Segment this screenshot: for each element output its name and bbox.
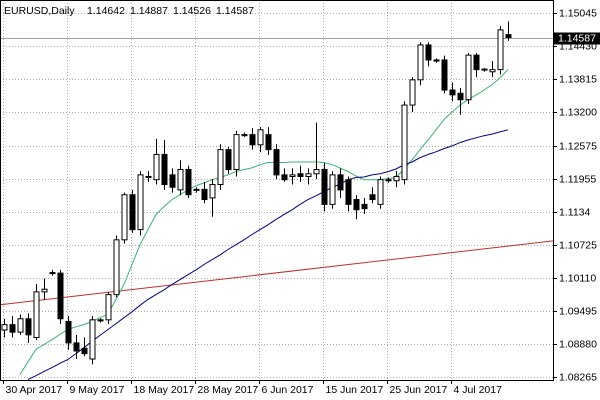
candle-body [265,134,272,151]
candle-body [401,104,408,181]
candle-body [193,188,200,191]
x-tick-label: 25 Jun 2017 [390,384,448,396]
candle-body [257,129,264,146]
header-open: 1.14642 [87,5,125,17]
candle-body [441,59,448,91]
candle-body [321,168,328,205]
candle-body [65,320,72,344]
candle-body [313,168,320,175]
y-tick-label: 1.15045 [559,7,597,19]
candle-body [465,54,472,101]
current-price-label: 1.14587 [558,32,596,44]
candle-body [17,318,24,333]
candle-body [417,44,424,81]
y-tick-label: 1.11955 [559,173,596,185]
candle-body [297,173,304,177]
chart-title: EURUSD,Daily [4,5,75,17]
candle-body [97,319,104,322]
candle-body [473,54,480,71]
candle-body [137,174,144,231]
candle-body [497,29,504,71]
candle-body [337,174,344,191]
header-close: 1.14587 [216,5,254,17]
y-tick-label: 1.13200 [559,106,597,118]
candle-body [369,194,376,201]
candle-body [169,174,176,188]
candle-body [129,194,136,231]
candle-body [489,69,496,73]
candle-body [57,272,64,320]
candle-body [89,319,96,360]
indicators [0,69,554,380]
candle-body [73,342,80,352]
candle-body [409,79,416,106]
candle-body [233,134,240,170]
x-tick-label: 9 May 2017 [70,384,125,396]
candle-body [49,272,56,275]
candle-body [457,92,464,101]
candle-body [177,168,184,191]
candle-body [81,347,88,355]
candle-body [449,89,456,96]
candle-body [241,134,248,137]
candle-body [385,179,392,182]
header-high: 1.14887 [130,5,168,17]
candle-body [393,175,400,182]
candle-body [41,288,48,293]
x-tick-label: 6 Jun 2017 [262,384,314,396]
candle-body [161,153,168,186]
plot-frame [0,0,554,381]
x-tick-label: 30 Apr 2017 [6,384,63,396]
candle-body [281,174,288,181]
candle-body [185,168,192,196]
header-low: 1.14526 [173,5,211,17]
candle-body [113,239,120,296]
x-tick-label: 15 Jun 2017 [326,384,384,396]
candle-body [145,175,152,179]
x-tick-label: 28 May 2017 [198,384,259,396]
candle-body [201,188,208,201]
moving-average [19,69,509,375]
moving-average [27,129,509,380]
candle-body [305,173,312,177]
candle-body [289,174,296,177]
candle-body [217,149,224,186]
y-tick-label: 1.1134 [559,206,590,218]
candle-body [153,153,160,181]
candle-body [433,59,440,62]
candle-body [353,199,360,211]
candle-body [9,324,16,333]
candle-body [425,44,432,61]
candle-body [345,179,352,205]
y-tick-label: 1.12575 [559,140,597,152]
candle-body [121,194,128,241]
x-tick-label: 4 Jul 2017 [454,384,503,396]
candles [1,21,512,365]
candle-body [249,134,256,146]
candle-body [209,184,216,199]
x-tick-label: 18 May 2017 [134,384,195,396]
candle-body [377,179,384,205]
candle-body [505,34,512,39]
candle-body [361,203,368,210]
candle-body [329,174,336,205]
candle-body [225,149,232,170]
y-tick-label: 1.10725 [559,239,597,251]
candle-body [25,318,32,336]
y-tick-label: 1.08265 [559,371,597,383]
candle-body [33,291,40,339]
y-tick-label: 1.10110 [559,272,596,284]
candle-body [481,68,488,71]
y-tick-label: 1.08880 [559,338,597,350]
candle-body [273,149,280,176]
trendline [0,240,554,306]
candle-body [105,294,112,321]
candle-body [1,324,8,331]
y-tick-label: 1.09495 [559,305,597,317]
y-tick-label: 1.13815 [559,73,597,85]
current-price-box [554,32,600,45]
